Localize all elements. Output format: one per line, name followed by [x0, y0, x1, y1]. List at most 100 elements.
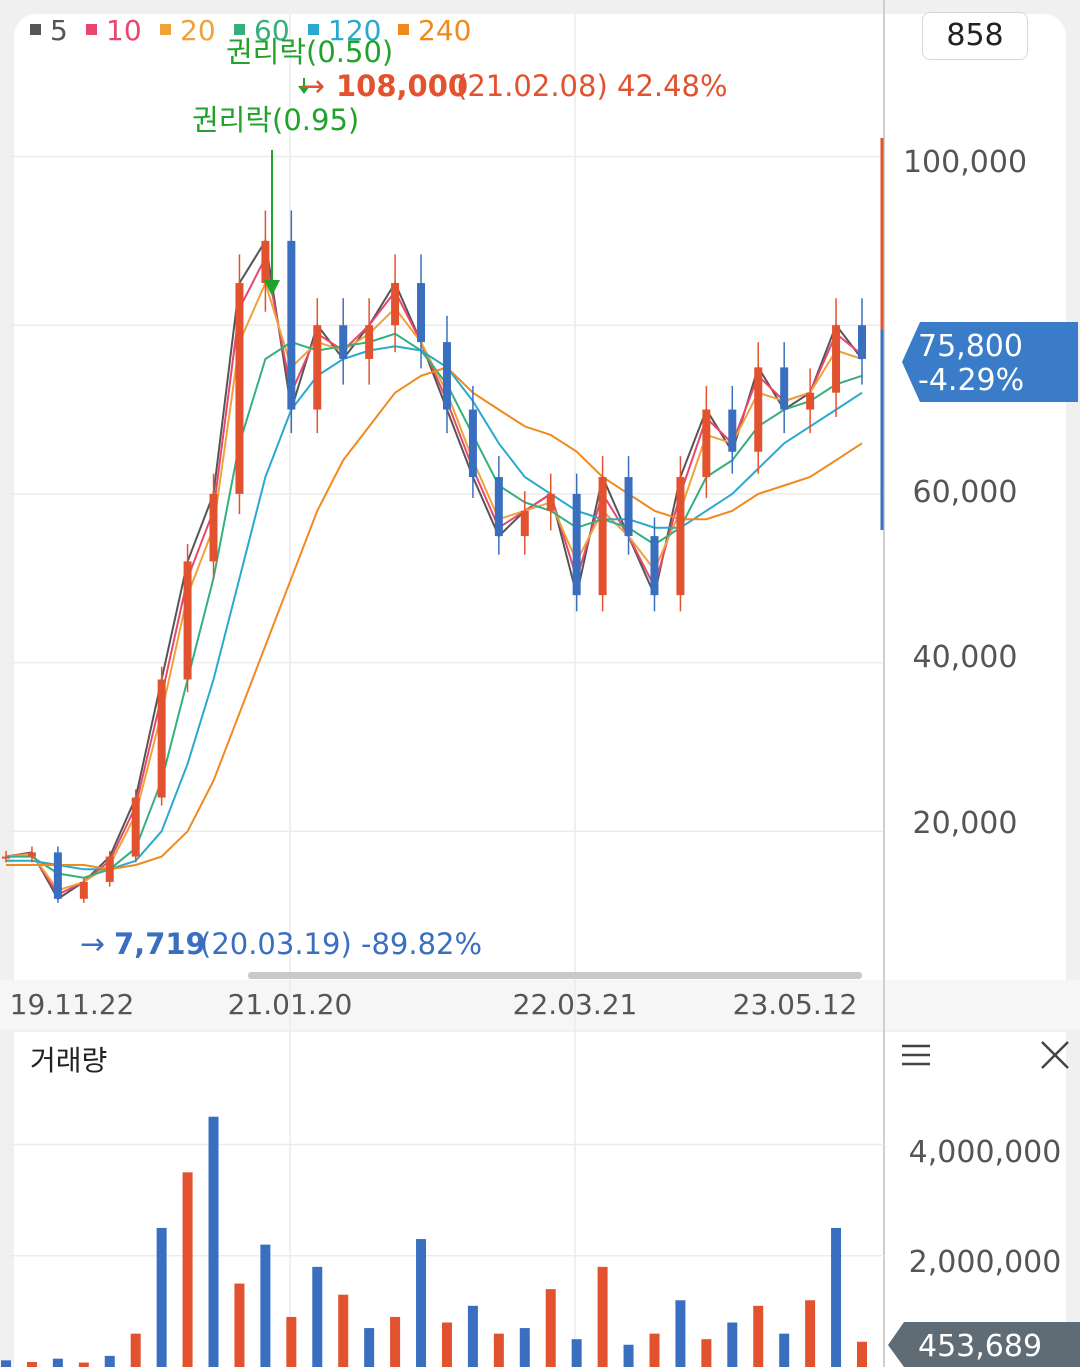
volume-bar — [234, 1283, 245, 1367]
low-detail-label: (20.03.19) -89.82% — [200, 927, 482, 961]
candle-body — [702, 409, 711, 478]
volume-bar — [104, 1355, 115, 1367]
volume-bar — [364, 1328, 375, 1367]
volume-bar — [493, 1333, 504, 1367]
volume-bar — [130, 1333, 141, 1367]
volume-bar — [623, 1344, 634, 1367]
candle-body — [858, 325, 866, 359]
candle-body — [27, 852, 36, 857]
volume-bar — [312, 1266, 323, 1367]
candle-body — [754, 367, 763, 452]
low-arrow: → — [80, 927, 105, 962]
volume-bar — [831, 1227, 842, 1367]
candle-body — [313, 325, 322, 410]
high-arrow: → — [300, 69, 325, 104]
candle-body — [468, 409, 477, 478]
ma-line-120 — [6, 345, 863, 871]
x-axis-band — [0, 980, 1080, 1030]
candle-body — [572, 493, 581, 596]
volume-bars — [1, 1116, 884, 1367]
ex-rights-label: 권리락(0.50) — [226, 35, 393, 69]
volume-bar — [753, 1305, 764, 1367]
candle-body — [546, 493, 555, 511]
volume-bar — [78, 1362, 89, 1367]
horizontal-scrollbar[interactable] — [248, 972, 862, 979]
candle-body — [209, 493, 218, 562]
candle-body — [728, 409, 737, 452]
candle-body — [365, 325, 374, 359]
y-tick-label: 100,000 — [903, 145, 1027, 180]
menu-icon[interactable] — [900, 1040, 932, 1070]
volume-bar — [156, 1227, 167, 1367]
candle-body — [391, 283, 400, 326]
candle-body — [105, 856, 114, 882]
candle-body — [131, 797, 140, 857]
volume-bar — [675, 1300, 686, 1367]
high-price-label: 108,000 — [336, 69, 468, 103]
current-volume-tag — [888, 1322, 1080, 1367]
candle-body — [676, 477, 685, 596]
legend-swatch-60 — [234, 24, 245, 35]
volume-bar — [597, 1266, 608, 1367]
candle-body — [650, 536, 659, 596]
count-box[interactable]: 858 — [922, 12, 1028, 60]
x-tick-label: 21.01.20 — [228, 988, 353, 1021]
candle-body — [235, 283, 244, 494]
volume-bar — [338, 1294, 349, 1367]
volume-bar — [286, 1316, 297, 1367]
ma-line-240 — [6, 366, 863, 871]
volume-panel-title: 거래량 — [30, 1044, 107, 1077]
volume-bar — [779, 1333, 790, 1367]
grid-lines — [6, 155, 884, 833]
candle-body — [442, 342, 451, 410]
volume-bar — [519, 1328, 530, 1367]
volume-bar — [857, 1341, 867, 1367]
y-tick-label: 40,000 — [913, 640, 1018, 675]
volume-bar — [26, 1361, 37, 1367]
current-price-value: 75,800 — [918, 329, 1023, 364]
legend-label-20: 20 — [180, 14, 216, 47]
legend-label-120: 120 — [328, 14, 381, 47]
legend-label-10: 10 — [106, 14, 142, 47]
candlestick-series — [2, 210, 866, 903]
high-detail-label: (21.02.08) 42.48% — [456, 69, 728, 103]
ex-rights-label: 권리락(0.95) — [192, 103, 359, 137]
price-panel[interactable] — [14, 14, 1066, 980]
candle-body — [806, 392, 815, 410]
candle-body — [157, 679, 166, 798]
legend-label-5: 5 — [50, 14, 68, 47]
volume-bar — [52, 1358, 63, 1367]
volume-bar — [701, 1339, 712, 1367]
current-price-tag — [902, 322, 1078, 402]
candle-body — [494, 477, 503, 537]
volume-bar — [545, 1289, 556, 1367]
volume-tick-label: 4,000,000 — [909, 1135, 1062, 1170]
volume-bar — [1, 1360, 11, 1367]
candle-body — [183, 561, 192, 680]
legend-label-60: 60 — [254, 14, 290, 47]
menu-icon-glyph — [902, 1044, 930, 1066]
close-icon[interactable] — [1038, 1038, 1072, 1072]
y-tick-label: 20,000 — [913, 806, 1018, 841]
candle-body — [520, 510, 529, 537]
candle-body — [261, 240, 270, 284]
candle-body — [417, 283, 426, 343]
volume-bar — [467, 1305, 478, 1367]
legend-swatch-120 — [308, 24, 319, 35]
candle-body — [53, 852, 62, 899]
legend-swatch-5 — [30, 24, 41, 35]
legend: 5 10 20 60 120 240 — [30, 14, 471, 47]
current-price-change: -4.29% — [918, 363, 1024, 398]
low-price-label: 7,719 — [114, 927, 206, 961]
ex-rights-marker-arrow — [298, 86, 310, 94]
candle-body — [2, 856, 10, 859]
candle-body — [287, 240, 296, 410]
volume-bar — [260, 1244, 271, 1367]
volume-bar — [727, 1322, 738, 1367]
volume-bar — [805, 1300, 816, 1367]
volume-bar — [416, 1239, 427, 1367]
legend-swatch-10 — [86, 24, 97, 35]
legend-label-240: 240 — [418, 14, 471, 47]
